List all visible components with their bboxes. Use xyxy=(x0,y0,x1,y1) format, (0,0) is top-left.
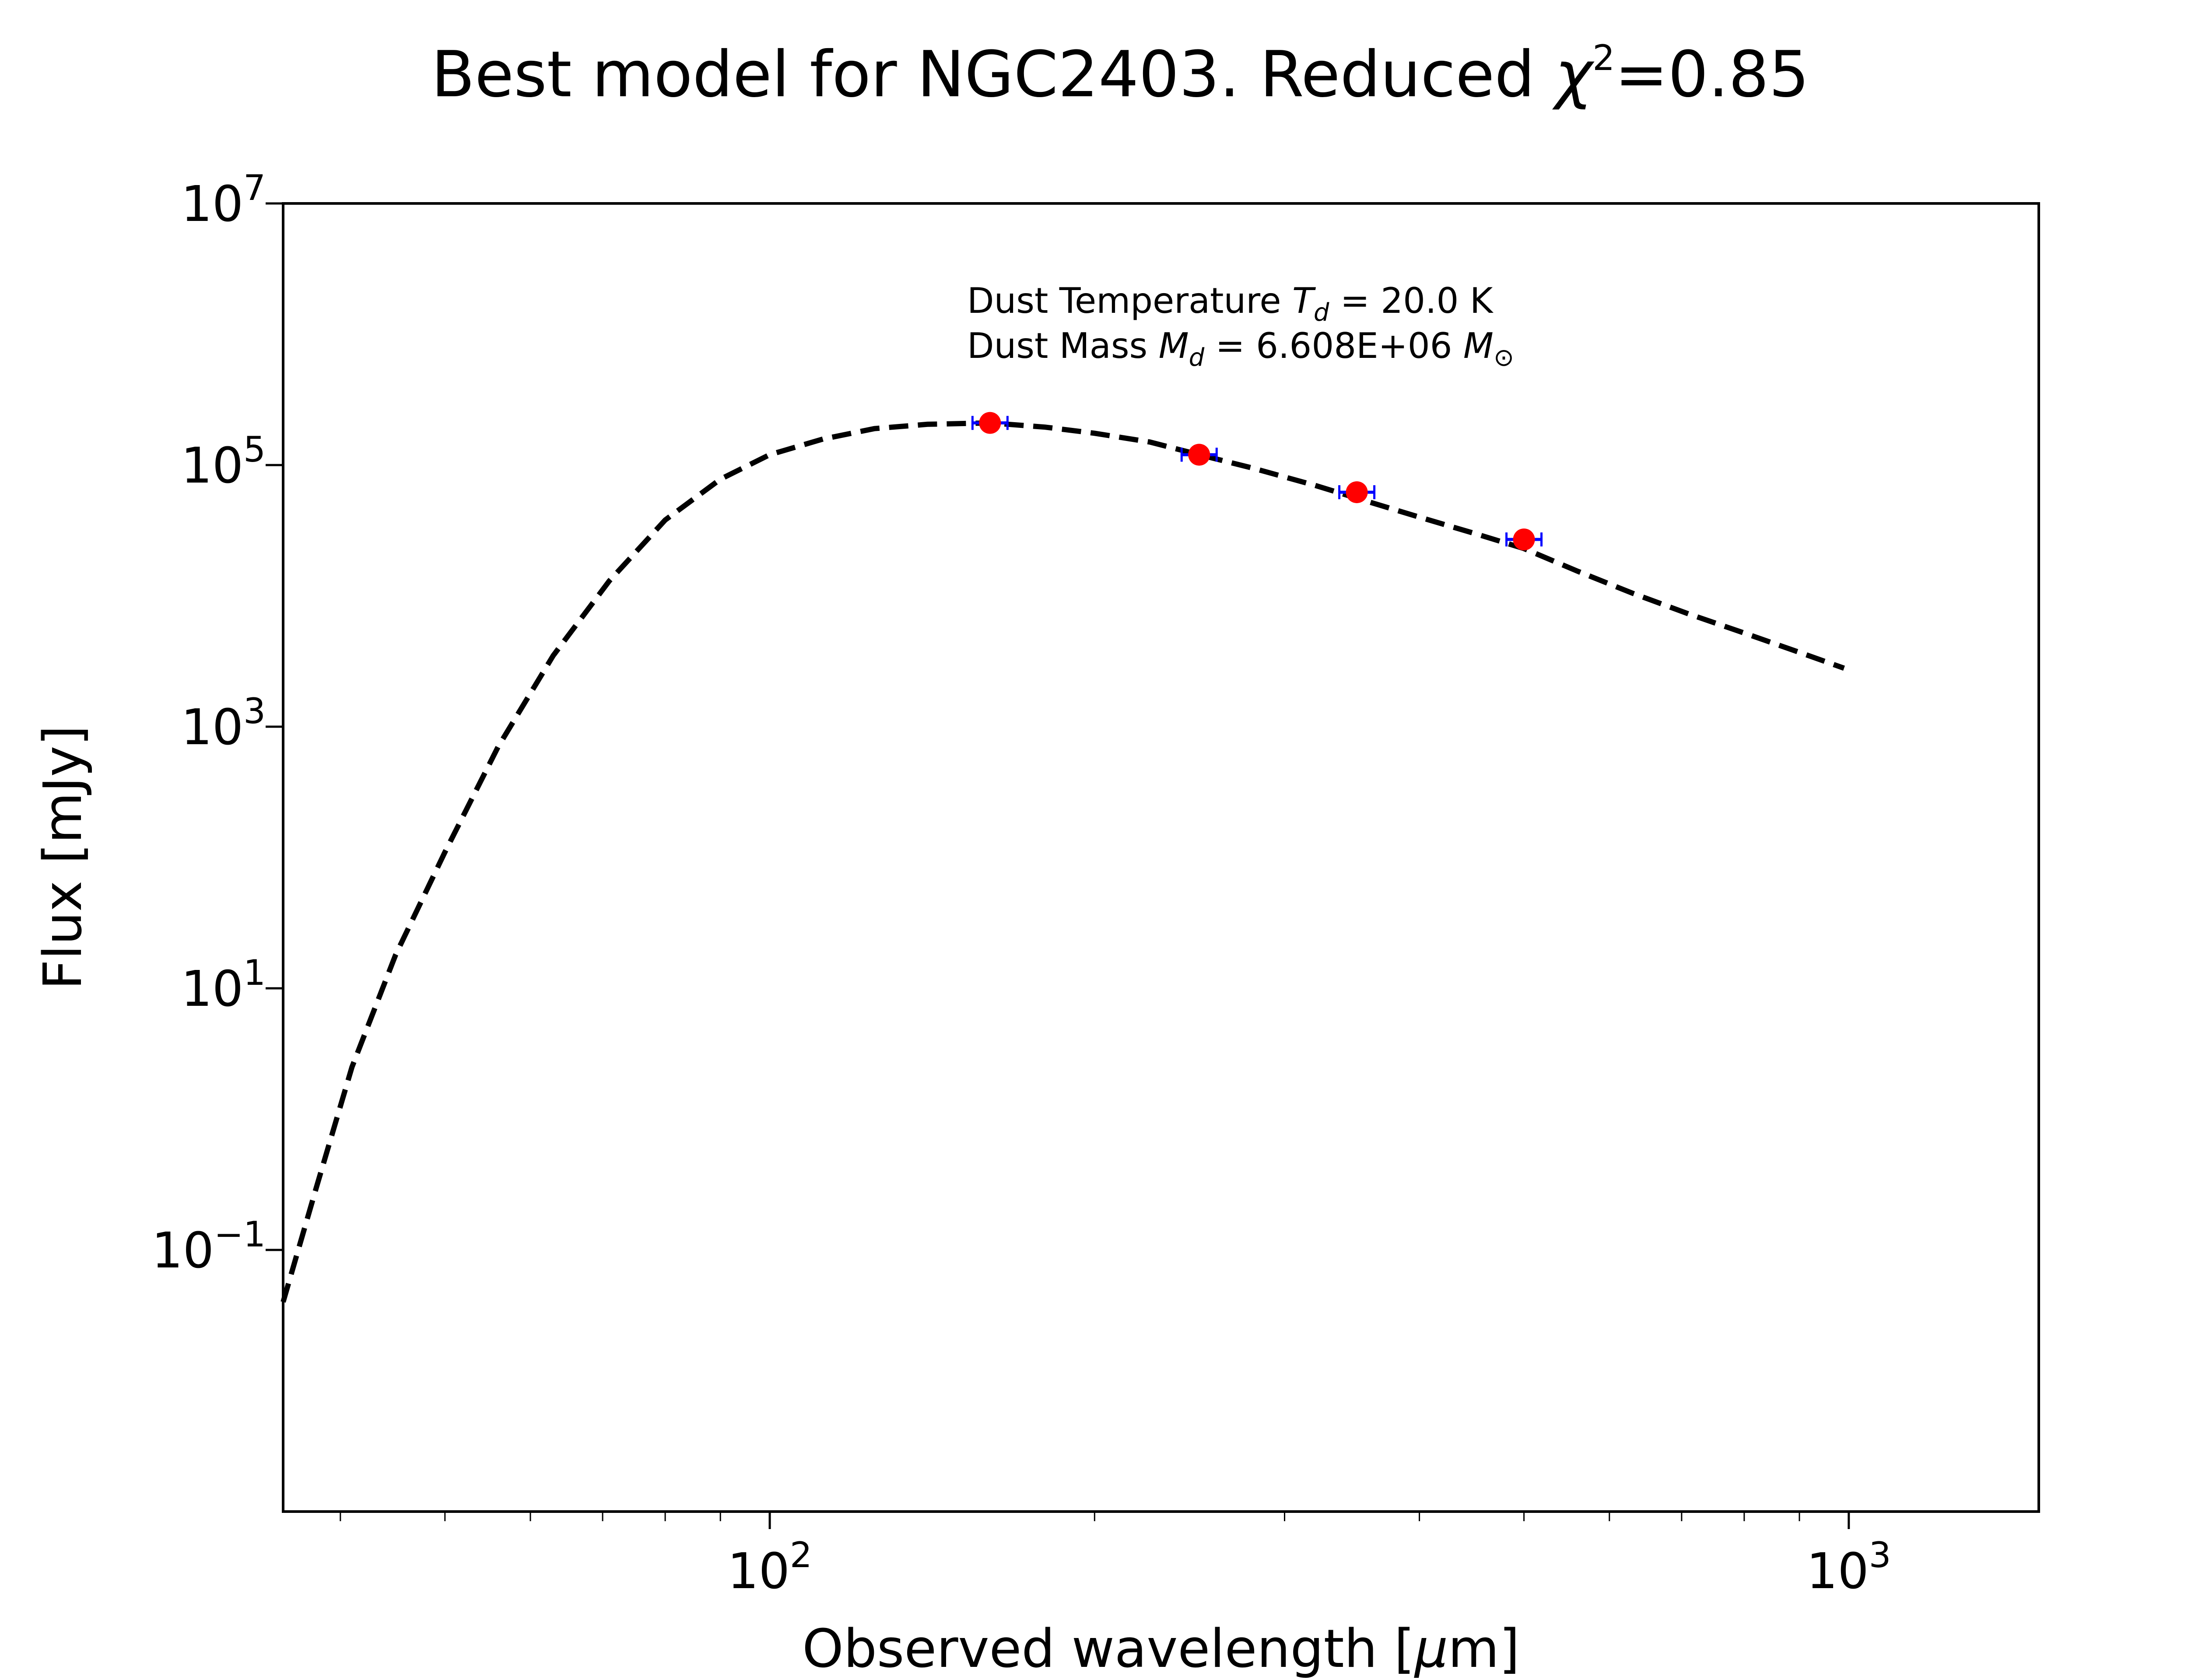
annotation-mass-prefix: Dust Mass xyxy=(967,326,1159,366)
y-tick-label-4-exponent: −1 xyxy=(214,1214,266,1255)
title-chi-exponent: 2 xyxy=(1592,38,1615,78)
annotation-temperature-subscript: d xyxy=(1314,298,1329,327)
y-tick-label-1-exponent: 5 xyxy=(243,429,266,470)
data-point-1 xyxy=(1188,444,1210,466)
x-axis: 102 103 xyxy=(340,1512,1891,1600)
y-tick-label-4: 10−1 xyxy=(152,1214,266,1279)
y-tick-label-0-exponent: 7 xyxy=(243,168,266,208)
x-tick-label-0-base: 10 xyxy=(727,1543,790,1600)
y-tick-label-2: 103 xyxy=(181,691,266,756)
x-axis-label-suffix: m] xyxy=(1448,1619,1520,1680)
annotation-mass-value: = 6.608E+06 xyxy=(1204,326,1463,366)
x-tick-label-1-base: 10 xyxy=(1806,1543,1869,1600)
y-tick-label-4-base: 10 xyxy=(152,1222,214,1279)
plot-frame xyxy=(282,202,2040,1513)
y-tick-label-0-base: 10 xyxy=(181,176,244,233)
x-axis-label-mu: μ xyxy=(1414,1619,1448,1680)
title-main: Best model for NGC2403. Reduced xyxy=(431,38,1555,112)
title-chi-value: =0.85 xyxy=(1615,38,1809,112)
x-axis-label: Observed wavelength [μm] xyxy=(802,1619,1520,1680)
y-tick-label-3-exponent: 1 xyxy=(243,952,266,993)
y-axis-label: Flux [mJy] xyxy=(33,725,94,990)
title-chi: χ xyxy=(1552,38,1595,112)
y-tick-label-2-base: 10 xyxy=(181,699,244,756)
y-tick-label-3-base: 10 xyxy=(181,961,244,1018)
annotation-mass-unit-symbol: M xyxy=(1463,326,1494,366)
data-point-0 xyxy=(979,412,1001,434)
annotation-mass-unit-subscript: ⊙ xyxy=(1494,343,1514,372)
annotation-mass-symbol: M xyxy=(1159,326,1189,366)
annotation-temperature-symbol: T xyxy=(1292,280,1316,321)
x-axis-label-prefix: Observed wavelength [ xyxy=(802,1619,1414,1680)
y-tick-label-1-base: 10 xyxy=(181,438,244,494)
y-tick-label-1: 105 xyxy=(181,429,266,494)
y-tick-label-3: 101 xyxy=(181,952,266,1018)
x-tick-label-0: 102 xyxy=(727,1535,812,1600)
annotation-temperature-prefix: Dust Temperature xyxy=(967,280,1292,321)
chart-title: Best model for NGC2403. Reduced χ2=0.85 xyxy=(431,38,1809,112)
y-tick-label-0: 107 xyxy=(181,168,266,233)
annotation-temperature: Dust Temperature Td = 20.0 K xyxy=(967,280,1494,327)
annotation-mass: Dust Mass Md = 6.608E+06 M⊙ xyxy=(967,326,1514,372)
y-tick-label-2-exponent: 3 xyxy=(243,691,266,732)
model-curve xyxy=(281,420,1845,1303)
data-point-3 xyxy=(1513,528,1535,551)
x-tick-label-1-exponent: 3 xyxy=(1869,1535,1891,1575)
plot-area xyxy=(281,412,1845,1303)
annotation-temperature-value: = 20.0 K xyxy=(1329,280,1494,321)
annotation-mass-subscript: d xyxy=(1189,343,1205,372)
x-tick-label-0-exponent: 2 xyxy=(790,1535,812,1575)
data-point-2 xyxy=(1346,481,1368,504)
x-tick-label-1: 103 xyxy=(1806,1535,1891,1600)
